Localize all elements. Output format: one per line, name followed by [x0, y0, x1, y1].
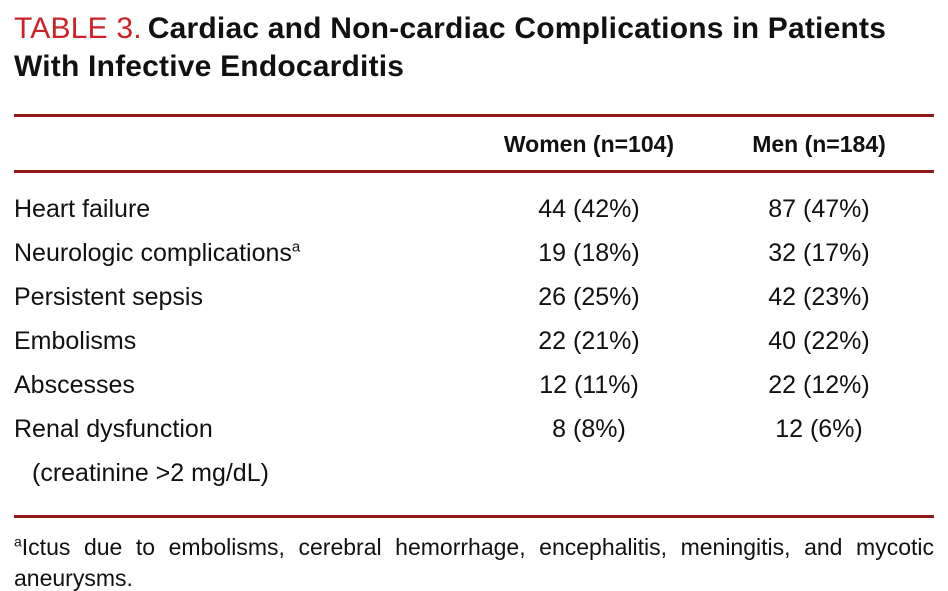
women-value: 12 (11%): [539, 371, 639, 399]
men-value: 32 (17%): [768, 239, 870, 267]
table-row: Neurologic complicationsa 19 (18%) 32 (1…: [14, 231, 934, 275]
women-value: 8 (8%): [552, 415, 626, 443]
table-row: Persistent sepsis 26 (25%) 42 (23%): [14, 275, 934, 319]
table-row: Abscesses 12 (11%) 22 (12%): [14, 363, 934, 407]
footnote-text: Ictus due to embolisms, cerebral hemorrh…: [14, 534, 934, 591]
row-label-text: Embolisms: [14, 327, 137, 355]
table-caption: Cardiac and Non-cardiac Complications in…: [14, 12, 887, 83]
women-value: 22 (21%): [538, 327, 640, 355]
row-label: Abscesses: [14, 363, 474, 407]
row-label: Renal dysfunction: [14, 407, 474, 451]
row-label-text: Renal dysfunction: [14, 415, 213, 443]
footnote: aIctus due to embolisms, cerebral hemorr…: [14, 532, 934, 591]
row-label-text: Abscesses: [14, 371, 135, 399]
row-label-line2: (creatinine >2 mg/dL): [32, 459, 269, 487]
row-label: Persistent sepsis: [14, 275, 474, 319]
row-label-text: Neurologic complications: [14, 239, 292, 267]
top-rule: [14, 114, 934, 117]
women-value: 19 (18%): [538, 239, 640, 267]
footnote-marker: a: [14, 533, 22, 550]
row-label-text: Heart failure: [14, 195, 151, 223]
table-row: Embolisms 22 (21%) 40 (22%): [14, 319, 934, 363]
column-header-women: Women (n=104): [503, 131, 675, 157]
men-value: 42 (23%): [768, 283, 870, 311]
table-row: Renal dysfunction 8 (8%) 12 (6%): [14, 407, 934, 451]
table-body: Heart failure 44 (42%) 87 (47%) Neurolog…: [14, 173, 934, 505]
table-row-continuation: (creatinine >2 mg/dL): [14, 451, 934, 495]
men-value: 87 (47%): [768, 195, 870, 223]
footnote-marker: a: [291, 238, 301, 256]
bottom-rule: [14, 515, 934, 518]
table-row: Heart failure 44 (42%) 87 (47%): [14, 187, 934, 231]
header-rule: [14, 170, 934, 173]
men-value: 12 (6%): [775, 415, 863, 443]
header-row: Women (n=104) Men (n=184): [14, 117, 934, 170]
men-value: 22 (12%): [768, 371, 870, 399]
row-label-text: Persistent sepsis: [14, 283, 203, 311]
row-label: Embolisms: [14, 319, 474, 363]
table-number: TABLE 3.: [14, 12, 142, 45]
men-value: 40 (22%): [768, 327, 870, 355]
women-value: 26 (25%): [538, 283, 640, 311]
row-label: Neurologic complicationsa: [14, 231, 474, 275]
row-label: Heart failure: [14, 187, 474, 231]
women-value: 44 (42%): [538, 195, 640, 223]
table-title: TABLE 3. Cardiac and Non-cardiac Complica…: [14, 10, 934, 86]
column-header-men: Men (n=184): [752, 131, 886, 157]
